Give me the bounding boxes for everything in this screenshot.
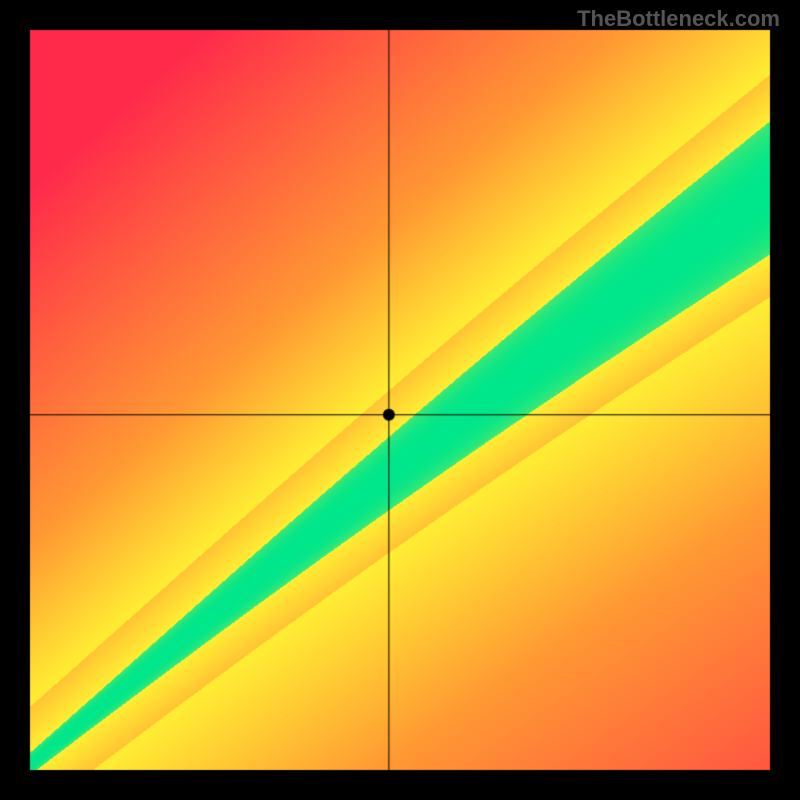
watermark-text: TheBottleneck.com xyxy=(577,6,780,32)
chart-container: TheBottleneck.com xyxy=(0,0,800,800)
bottleneck-heatmap-canvas xyxy=(0,0,800,800)
